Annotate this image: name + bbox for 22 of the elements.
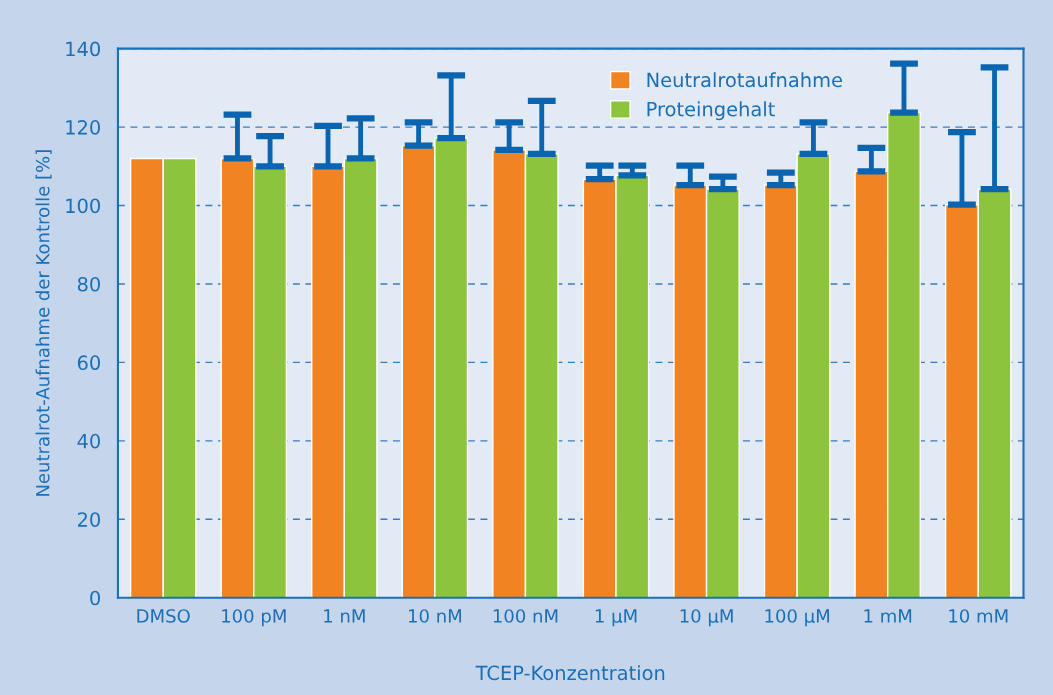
y-tick-label: 0 (90, 590, 100, 606)
y-tick-label: 80 (77, 276, 100, 292)
x-tick-label: 100 µM (765, 609, 829, 627)
x-tick-label: 1 mM (864, 609, 912, 623)
y-tick-label: 100 (66, 198, 100, 214)
y-tick-label: 120 (66, 120, 100, 135)
y-tick-label: 140 (66, 41, 100, 57)
x-tick-label: 10 nM (409, 609, 461, 623)
y-tick-label: 20 (77, 512, 100, 527)
x-tick-label: 100 nM (493, 609, 558, 623)
y-tick-label: 60 (77, 355, 100, 371)
y-axis-title: Neutralrot-Aufnahme der Kontrolle [%] (35, 150, 52, 496)
y-tick-label: 40 (77, 433, 100, 449)
x-tick-label: 100 pM (222, 609, 286, 627)
x-tick-label: 10 mM (949, 609, 1008, 623)
x-tick-label: 1 µM (595, 609, 637, 627)
x-tick-label: 1 nM (324, 609, 365, 623)
x-axis-title: TCEP-Konzentration (475, 665, 665, 681)
x-tick-label: 10 µM (680, 609, 733, 627)
legend-label: Proteingehalt (647, 101, 775, 121)
x-tick-label: DMSO (137, 609, 190, 623)
legend-label: Neutralrotaufnahme (647, 72, 842, 88)
